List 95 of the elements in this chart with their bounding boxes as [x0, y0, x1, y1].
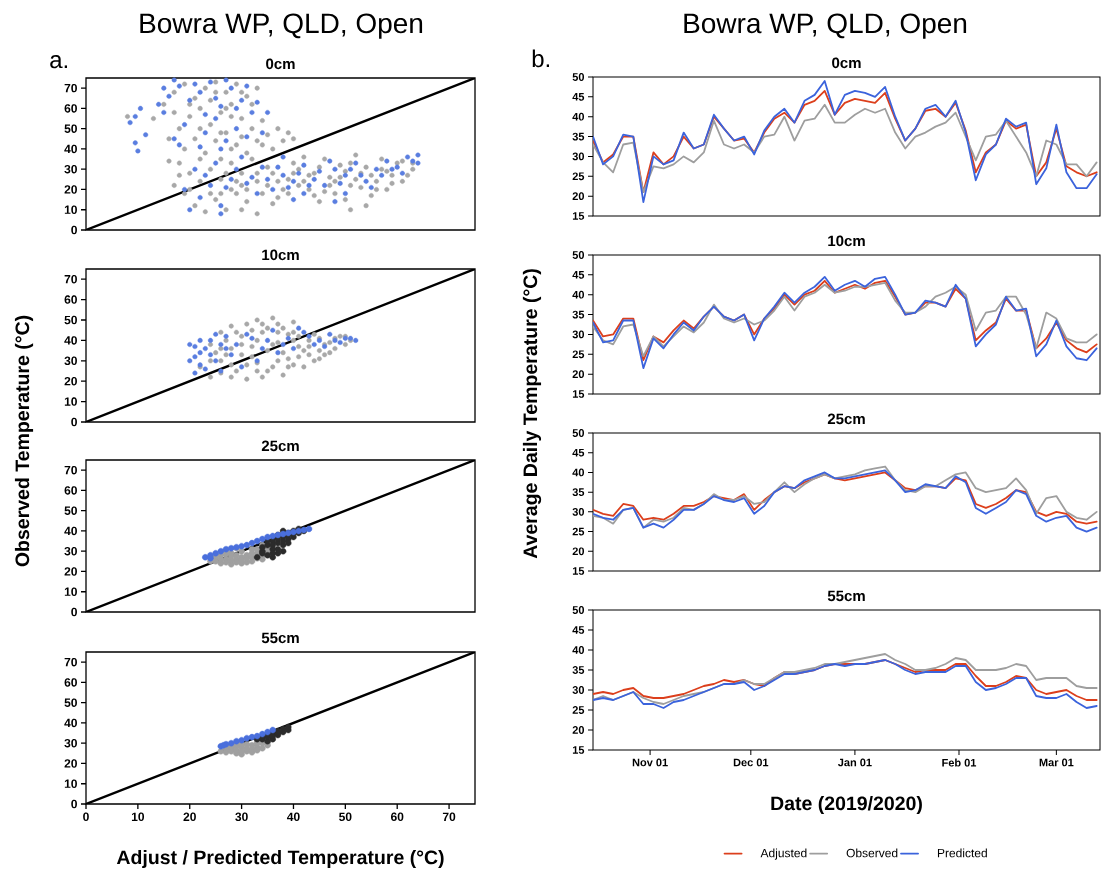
x-tick-label: 60	[390, 812, 404, 822]
y-tick-label: 40	[64, 718, 77, 728]
y-tick-label: 20	[572, 192, 585, 201]
y-tick-label: 30	[572, 686, 585, 694]
y-tick-label: 30	[572, 330, 585, 339]
y-tick-label: 40	[572, 468, 585, 477]
y-tick-label: 30	[572, 507, 585, 516]
y-tick-label: 35	[572, 310, 585, 319]
y-axis-title: Average Daily Temperature (°C)	[522, 269, 542, 559]
y-tick-label: 30	[64, 356, 77, 366]
y-tick-label: 50	[572, 429, 585, 437]
x-tick-label: 10	[131, 812, 145, 822]
y-tick-label: 0	[71, 417, 77, 427]
chart-subtitle: 0cm	[832, 57, 861, 69]
y-tick-label: 60	[64, 295, 77, 304]
y-tick-label: 60	[64, 104, 77, 113]
x-tick-label: Dec 01	[733, 758, 769, 767]
y-tick-label: 70	[64, 465, 77, 475]
x-tick-label: Feb 01	[942, 758, 977, 767]
chart-title: 55cm	[261, 632, 299, 644]
x-tick-label: Nov 01	[632, 758, 668, 767]
y-tick-label: 20	[572, 370, 585, 379]
chart-title: 55cm	[827, 590, 865, 602]
y-tick-label: 40	[572, 112, 585, 121]
y-tick-label: 25	[572, 172, 585, 181]
y-tick-label: 10	[64, 397, 77, 406]
y-tick-label: 40	[64, 526, 77, 536]
y-tick-label: 45	[572, 626, 585, 634]
chart-title: 25cm	[261, 440, 299, 452]
y-tick-label: 20	[64, 567, 77, 576]
y-tick-label: 15	[572, 567, 585, 575]
y-tick-label: 30	[572, 152, 585, 161]
y-tick-label: 50	[572, 606, 585, 614]
y-tick-label: 15	[572, 746, 585, 754]
y-tick-label: 50	[572, 251, 585, 259]
y-tick-label: 0	[71, 799, 77, 809]
y-tick-label: 70	[64, 83, 77, 93]
y-tick-label: 10	[64, 779, 77, 788]
x-axis-title: Adjust / Predicted Temperature (°C)	[116, 849, 444, 869]
chart-title: 10cm	[262, 249, 299, 261]
legend-label: Observed	[846, 848, 898, 858]
text: a.	[50, 55, 68, 69]
y-tick-label: 40	[572, 290, 585, 299]
y-tick-label: 35	[572, 488, 585, 497]
chart-title: Bowra WP, QLD, Open	[140, 13, 423, 39]
x-tick-label: 20	[183, 812, 196, 822]
chart-title: Bowra WP, QLD, Open	[684, 13, 967, 39]
y-tick-label: 60	[64, 486, 77, 495]
y-tick-label: 70	[64, 657, 77, 667]
x-tick-label: 70	[442, 812, 456, 822]
chart-subtitle: 0cm	[266, 58, 295, 70]
y-tick-label: 50	[64, 698, 77, 707]
y-tick-label: 0	[71, 225, 77, 235]
y-tick-label: 15	[572, 212, 585, 220]
y-tick-label: 50	[64, 315, 77, 325]
x-tick-label: 40	[286, 812, 300, 822]
y-tick-label: 70	[64, 274, 77, 284]
x-tick-label: 30	[235, 812, 248, 822]
y-tick-label: 30	[64, 738, 77, 748]
y-tick-label: 30	[64, 546, 77, 556]
y-tick-label: 30	[64, 164, 77, 174]
y-tick-label: 20	[64, 185, 77, 194]
y-tick-label: 10	[64, 205, 77, 214]
y-tick-label: 25	[572, 527, 585, 536]
y-tick-label: 45	[572, 448, 585, 457]
y-tick-label: 10	[64, 587, 77, 596]
y-tick-label: 50	[64, 124, 77, 133]
y-tick-label: 45	[572, 271, 585, 279]
y-tick-label: 25	[572, 706, 585, 714]
chart-title: 25cm	[827, 413, 865, 425]
y-tick-label: 20	[64, 376, 77, 386]
x-tick-label: 50	[339, 812, 352, 822]
y-tick-label: 40	[64, 336, 77, 345]
legend-label: Predicted	[937, 848, 987, 858]
y-tick-label: 35	[572, 132, 585, 141]
y-axis-title: Observed Temperature (°C)	[14, 315, 34, 567]
y-tick-label: 35	[572, 666, 585, 674]
y-tick-label: 25	[572, 350, 585, 359]
y-tick-label: 20	[572, 726, 585, 734]
x-tick-label: Mar 01	[1039, 758, 1074, 767]
y-tick-label: 45	[572, 93, 585, 101]
x-tick-label: Jan 01	[837, 758, 872, 767]
x-axis-title: Date (2019/2020)	[771, 795, 922, 815]
chart-title: 10cm	[828, 235, 865, 247]
text: b.	[532, 49, 550, 68]
y-tick-label: 40	[572, 646, 585, 654]
x-tick-label: 0	[83, 812, 89, 822]
y-tick-label: 40	[64, 144, 77, 154]
legend-label: Adjusted	[760, 848, 807, 860]
y-tick-label: 15	[572, 390, 585, 398]
y-tick-label: 0	[71, 607, 77, 617]
y-tick-label: 50	[572, 73, 585, 81]
y-tick-label: 50	[64, 506, 77, 515]
y-tick-label: 20	[572, 547, 585, 556]
y-tick-label: 60	[64, 678, 77, 687]
